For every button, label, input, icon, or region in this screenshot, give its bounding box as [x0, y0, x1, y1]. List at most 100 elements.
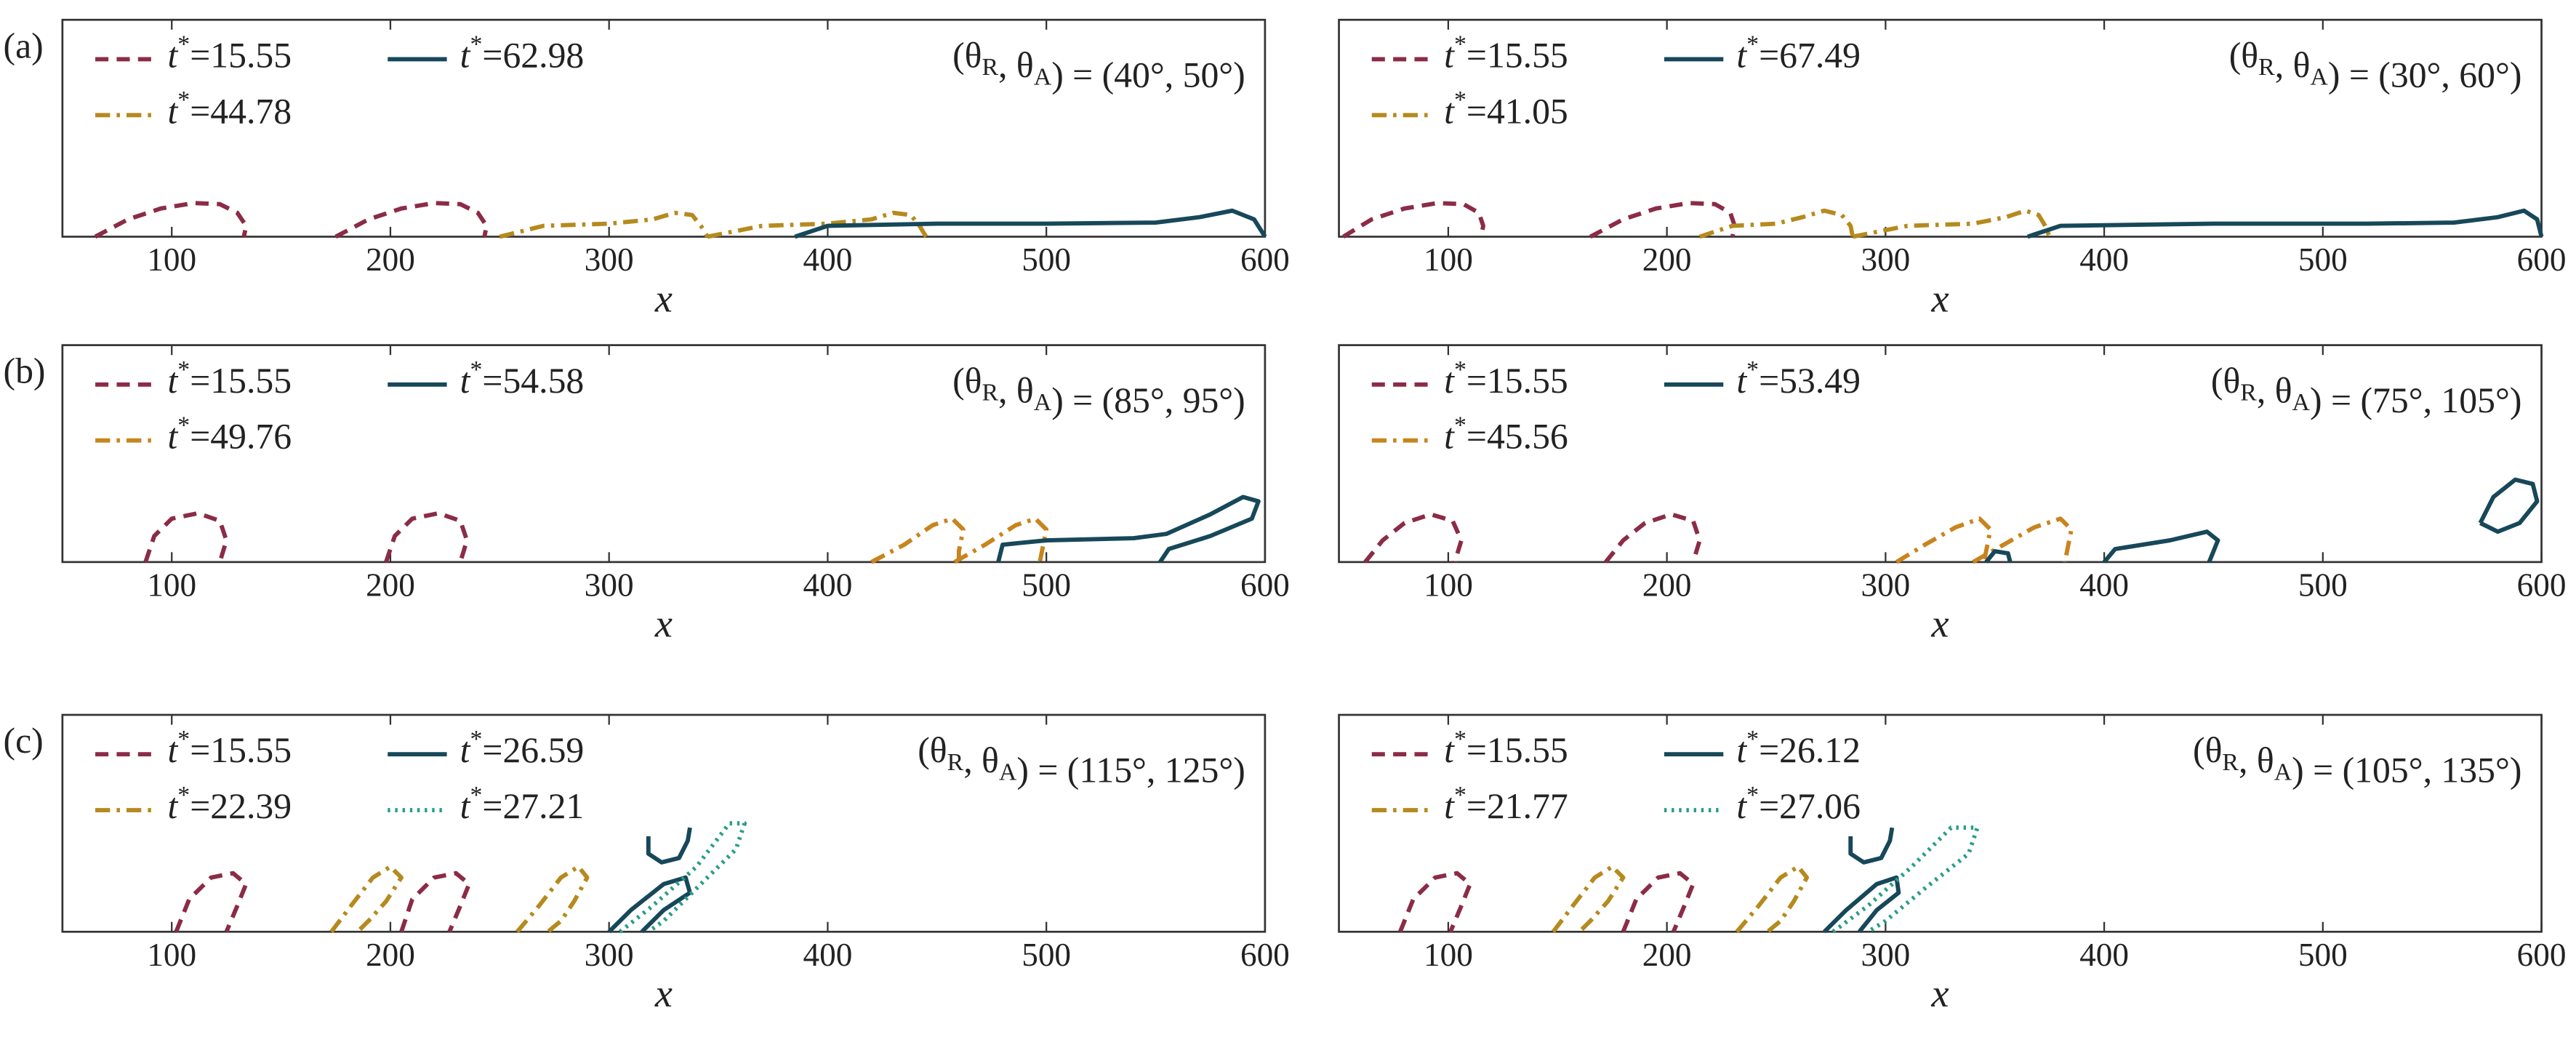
droplet-curve — [1363, 512, 1702, 564]
x-axis-label: x — [654, 602, 673, 646]
panel: 100 200 300 400 500 600 x (θR, θA) = (30°, 60°)… — [1338, 18, 2567, 320]
x-axis-label: x — [1931, 972, 1949, 1015]
x-tick-label: 100 — [147, 937, 196, 973]
x-tick-label: 300 — [585, 241, 634, 278]
legend-label: t*=53.49 — [1736, 356, 1861, 401]
x-tick-label: 200 — [366, 241, 415, 278]
legend-label: t*=67.49 — [1736, 31, 1861, 76]
droplet-curve — [996, 495, 1261, 564]
legend-label: t*=15.55 — [1444, 31, 1568, 76]
droplet-curve — [1895, 516, 2074, 564]
legend-label: t*=22.39 — [167, 782, 292, 827]
x-tick-label: 500 — [1022, 937, 1071, 973]
x-tick-label: 300 — [585, 566, 634, 603]
x-tick-label: 200 — [1642, 566, 1692, 603]
droplet-curve — [1831, 825, 1980, 934]
legend-label: t*=21.77 — [1444, 782, 1568, 827]
droplet-curve — [1823, 827, 1901, 934]
x-tick-label: 500 — [2298, 241, 2348, 278]
axes-frame — [61, 18, 1267, 238]
droplet-curve — [1398, 870, 1696, 933]
x-tick-label: 500 — [2298, 937, 2348, 973]
legend-label: t*=15.55 — [167, 31, 292, 76]
legend-label: t*=44.78 — [167, 87, 292, 132]
annotation: (θR, θA) = (40°, 50°) — [952, 36, 1245, 95]
legend-label: t*=26.12 — [1736, 726, 1861, 771]
droplet-curve — [618, 821, 747, 934]
x-tick-label: 200 — [1642, 937, 1692, 973]
x-tick-label: 500 — [1022, 566, 1071, 603]
x-tick-label: 500 — [2298, 566, 2348, 603]
x-tick-label: 100 — [147, 566, 196, 603]
annotation: (θR, θA) = (30°, 60°) — [2229, 36, 2522, 95]
annotation: (θR, θA) = (85°, 95°) — [952, 361, 1245, 420]
x-tick-label: 400 — [803, 937, 853, 973]
droplet-curve — [2026, 208, 2544, 239]
legend-label: t*=49.76 — [167, 412, 292, 457]
axes-frame — [1338, 18, 2543, 238]
axes-frame — [61, 713, 1267, 933]
panel: 100 200 300 400 500 600 x (c) (θR, θA) = (115°, … — [4, 713, 1290, 1015]
legend-label: t*=45.56 — [1444, 412, 1568, 457]
x-axis-label: x — [1931, 602, 1949, 646]
droplet-curve — [1984, 477, 2540, 564]
x-tick-label: 100 — [1424, 566, 1473, 603]
legend-label: t*=26.59 — [460, 726, 585, 771]
annotation: (θR, θA) = (115°, 125°) — [918, 731, 1245, 790]
droplet-curve — [143, 511, 470, 563]
droplet-curve — [329, 864, 590, 934]
x-tick-label: 100 — [147, 241, 196, 278]
legend-label: t*=15.55 — [1444, 726, 1568, 771]
panel-label: (a) — [4, 25, 44, 65]
panel: 100 200 300 400 500 600 x (θR, θA) = (105°, 135… — [1338, 713, 2567, 1015]
x-axis-label: x — [654, 972, 673, 1015]
droplet-curve — [794, 208, 1267, 239]
droplet-curve — [1551, 864, 1810, 934]
x-tick-label: 400 — [2079, 241, 2129, 278]
x-tick-label: 200 — [366, 937, 415, 973]
x-tick-label: 600 — [2517, 566, 2567, 603]
droplet-curve — [94, 201, 489, 239]
panel-label: (c) — [4, 721, 44, 761]
x-axis-label: x — [1931, 276, 1949, 320]
droplet-curve — [499, 210, 928, 239]
droplet-curve — [174, 870, 472, 933]
panel-label: (b) — [4, 351, 46, 391]
droplet-curve — [870, 516, 1049, 564]
x-tick-label: 400 — [803, 566, 853, 603]
x-tick-label: 100 — [1424, 937, 1473, 973]
x-tick-label: 100 — [1424, 241, 1473, 278]
x-tick-label: 400 — [2079, 937, 2129, 973]
legend-label: t*=27.21 — [460, 782, 585, 827]
droplet-curve — [607, 827, 692, 934]
axes-frame — [61, 344, 1267, 564]
droplet-curve — [1342, 201, 1737, 239]
x-axis-label: x — [654, 276, 673, 320]
x-tick-label: 600 — [1240, 241, 1290, 278]
panel: 100 200 300 400 500 600 x (θR, θA) = (75°, 105°… — [1338, 344, 2567, 646]
x-tick-label: 400 — [803, 241, 853, 278]
annotation: (θR, θA) = (75°, 105°) — [2211, 361, 2522, 420]
legend-label: t*=54.58 — [460, 356, 585, 401]
axes-frame — [1338, 344, 2543, 564]
droplet-curve — [1698, 208, 2052, 239]
axes-frame — [1338, 713, 2543, 933]
legend-label: t*=15.55 — [167, 356, 292, 401]
panel: 100 200 300 400 500 600 x (b) (θR, θA) = (85°, 9… — [4, 344, 1290, 646]
panel: 100 200 300 400 500 600 x (a) (θR, θA) = (40°, 5… — [4, 18, 1290, 320]
x-tick-label: 300 — [1861, 566, 1910, 603]
legend-label: t*=62.98 — [460, 31, 585, 76]
x-tick-label: 200 — [366, 566, 415, 603]
legend-label: t*=15.55 — [167, 726, 292, 771]
x-tick-label: 600 — [1240, 566, 1290, 603]
x-tick-label: 200 — [1642, 241, 1692, 278]
x-tick-label: 600 — [1240, 937, 1290, 973]
x-tick-label: 500 — [1022, 241, 1071, 278]
x-tick-label: 600 — [2517, 937, 2567, 973]
x-tick-label: 600 — [2517, 241, 2567, 278]
legend-label: t*=15.55 — [1444, 356, 1568, 401]
x-tick-label: 300 — [585, 937, 634, 973]
annotation: (θR, θA) = (105°, 135°) — [2193, 731, 2521, 790]
x-tick-label: 300 — [1861, 937, 1910, 973]
